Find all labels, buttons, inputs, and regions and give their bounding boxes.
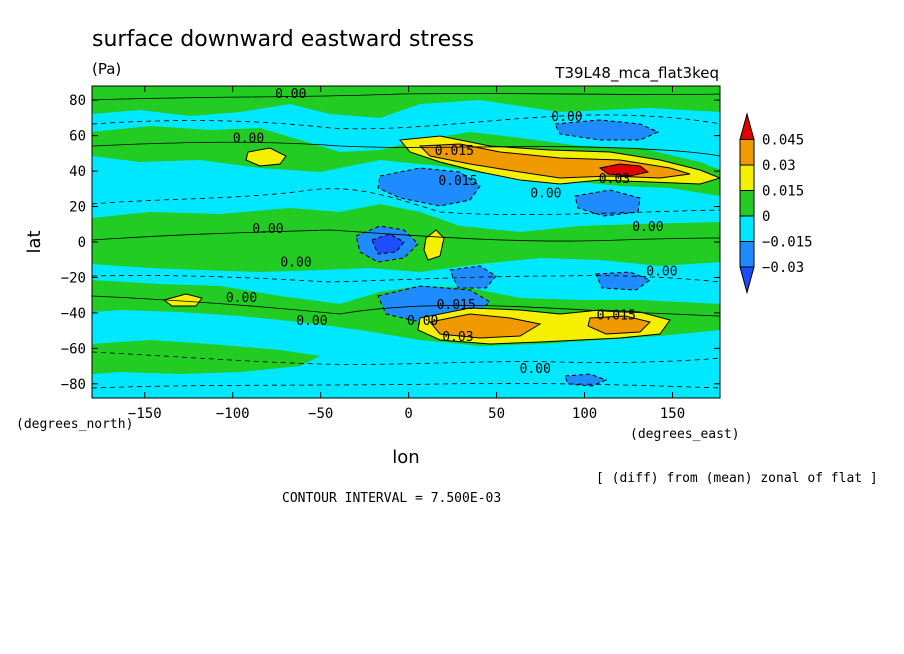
colorbar-label: 0.045 <box>762 133 804 149</box>
colorbar: 0.045 0.03 0.015 0 −0.015 −0.03 <box>739 112 813 295</box>
y-tick-label: 40 <box>69 164 86 180</box>
contour-label: 0.03 <box>442 330 473 345</box>
x-units-label: (degrees_east) <box>630 427 740 442</box>
chart-title: surface downward eastward stress <box>92 27 474 52</box>
contour-label: 0.015 <box>438 174 477 189</box>
colorbar-label: 0.015 <box>762 184 804 200</box>
region-negative-equator-core <box>371 233 405 255</box>
contour-label: 0.00 <box>275 87 306 102</box>
x-tick-label: −100 <box>216 406 250 422</box>
x-tick-label: −150 <box>128 406 162 422</box>
region-negative-north-2 <box>554 119 660 141</box>
x-axis-label: lon <box>392 447 419 468</box>
contour-label: 0.00 <box>252 222 283 237</box>
colorbar-segment <box>739 215 755 242</box>
run-label: T39L48_mca_flat3keq <box>554 64 719 83</box>
y-tick-label: 60 <box>69 129 86 145</box>
region-negative-north-1 <box>377 167 481 207</box>
contour-label: 0.03 <box>599 172 630 187</box>
colorbar-segment <box>739 112 755 140</box>
contour-label: 0.00 <box>551 110 582 125</box>
region-equator-yellow-blob <box>423 229 445 261</box>
x-tick-label: 0 <box>404 406 412 422</box>
colorbar-segment <box>739 241 755 268</box>
contour-label: 0.00 <box>632 220 663 235</box>
contour-label: 0.00 <box>233 131 264 146</box>
contour-label: 0.00 <box>280 256 311 271</box>
y-tick-label: 20 <box>69 200 86 216</box>
y-tick-label: −60 <box>61 341 86 357</box>
x-tick-label: −50 <box>308 406 333 422</box>
region-jet-south-orange-2 <box>587 315 651 335</box>
contour-label: 0.015 <box>437 298 476 313</box>
region-negative-south-4 <box>564 373 608 387</box>
region-jet-north-red <box>598 163 650 177</box>
region-jet-south-orange <box>429 313 542 339</box>
y-tick-label: −80 <box>61 377 86 393</box>
y-tick-label: −40 <box>61 306 86 322</box>
units-label: (Pa) <box>92 60 121 78</box>
y-tick-label: 80 <box>69 93 86 109</box>
contour-label: 0.00 <box>407 314 438 329</box>
colorbar-segment <box>739 266 755 295</box>
y-units-label: (degrees_north) <box>16 417 133 432</box>
x-axis: −150 −100 −50 0 50 100 150 <box>128 86 685 422</box>
contour-interval-label: CONTOUR INTERVAL = 7.500E-03 <box>282 491 501 506</box>
y-axis: 80 60 40 20 0 −20 −40 −60 −80 <box>61 93 720 393</box>
x-tick-label: 50 <box>488 406 505 422</box>
region-north-yellow-blob <box>245 147 287 167</box>
contour-field <box>92 86 720 398</box>
colorbar-segment <box>739 164 755 191</box>
colorbar-segment <box>739 190 755 217</box>
contour-label: 0.00 <box>530 186 561 201</box>
colorbar-label: 0.03 <box>762 158 796 174</box>
region-positive-south-polar <box>92 340 320 374</box>
contour-label: 0.00 <box>520 362 551 377</box>
contour-label: 0.015 <box>435 144 474 159</box>
y-axis-label: lat <box>24 230 45 253</box>
contour-label: 0.00 <box>226 291 257 306</box>
colorbar-label: −0.015 <box>762 235 813 251</box>
colorbar-label: −0.03 <box>762 260 804 276</box>
y-tick-label: 0 <box>78 235 86 251</box>
contour-label: 0.00 <box>296 314 327 329</box>
footnote: [ (diff) from (mean) zonal of flat ] <box>596 471 878 486</box>
contour-label: 0.00 <box>646 264 677 279</box>
contour-label: 0.015 <box>597 309 636 324</box>
colorbar-label: 0 <box>762 209 770 225</box>
negative-contour-lines <box>92 114 720 389</box>
x-tick-label: 100 <box>572 406 597 422</box>
positive-contour-lines <box>92 93 720 317</box>
x-tick-label: 150 <box>660 406 685 422</box>
y-tick-label: −20 <box>61 270 86 286</box>
colorbar-segment <box>739 139 755 166</box>
